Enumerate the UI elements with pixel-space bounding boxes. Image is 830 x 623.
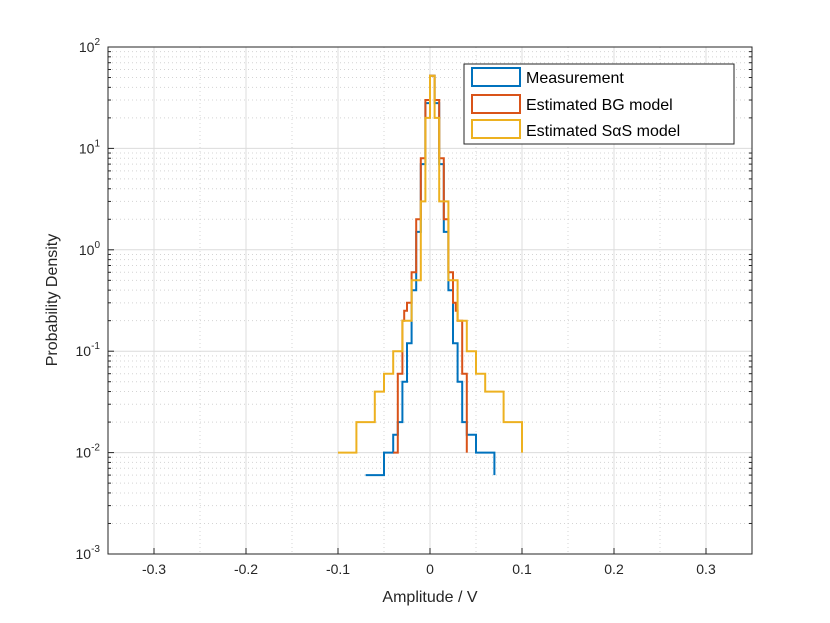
legend: Measurement Estimated BG model Estimated… (463, 63, 735, 145)
y-tick-label: 102 (79, 37, 101, 55)
y-tick-exponent: -1 (91, 341, 100, 352)
y-tick-label: 101 (79, 138, 101, 156)
y-tick-base: 10 (79, 39, 95, 55)
y-tick-base: 10 (79, 242, 95, 258)
legend-swatch-measurement (471, 67, 521, 87)
y-tick-exponent: 2 (94, 37, 100, 48)
y-tick-exponent: 0 (94, 240, 100, 251)
y-tick-exponent: -2 (91, 443, 100, 454)
ticks: -0.3 -0.2 -0.1 0 0.1 0.2 0.310-310-210-1100101… (76, 37, 752, 577)
y-tick-base: 10 (76, 343, 92, 359)
legend-label-sas-model: Estimated SαS model (526, 123, 680, 140)
x-tick-label: 0.2 (604, 561, 624, 577)
x-tick-label: 0.1 (512, 561, 532, 577)
x-tick-label: 0.3 (696, 561, 716, 577)
y-tick-label: 10-2 (76, 443, 101, 461)
legend-swatch-bg-model (471, 94, 521, 114)
y-tick-exponent: 1 (94, 138, 100, 149)
x-tick-label: 0 (426, 561, 434, 577)
legend-swatch-sas-model (471, 119, 521, 139)
y-tick-label: 10-3 (76, 544, 101, 562)
x-tick-label: -0.2 (234, 561, 258, 577)
y-tick-label: 100 (79, 240, 101, 258)
y-tick-label: 10-1 (76, 341, 101, 359)
x-tick-label: -0.3 (142, 561, 166, 577)
y-axis-label: Probability Density (44, 234, 61, 367)
legend-label-bg-model: Estimated BG model (526, 97, 673, 114)
y-tick-exponent: -3 (91, 544, 100, 555)
legend-label-measurement: Measurement (526, 70, 624, 87)
y-tick-base: 10 (76, 445, 92, 461)
x-tick-label: -0.1 (326, 561, 350, 577)
series-layer (338, 74, 523, 477)
y-tick-base: 10 (79, 140, 95, 156)
series-sas-model (338, 74, 523, 454)
x-axis-label: Amplitude / V (382, 589, 477, 606)
y-tick-base: 10 (76, 546, 92, 562)
